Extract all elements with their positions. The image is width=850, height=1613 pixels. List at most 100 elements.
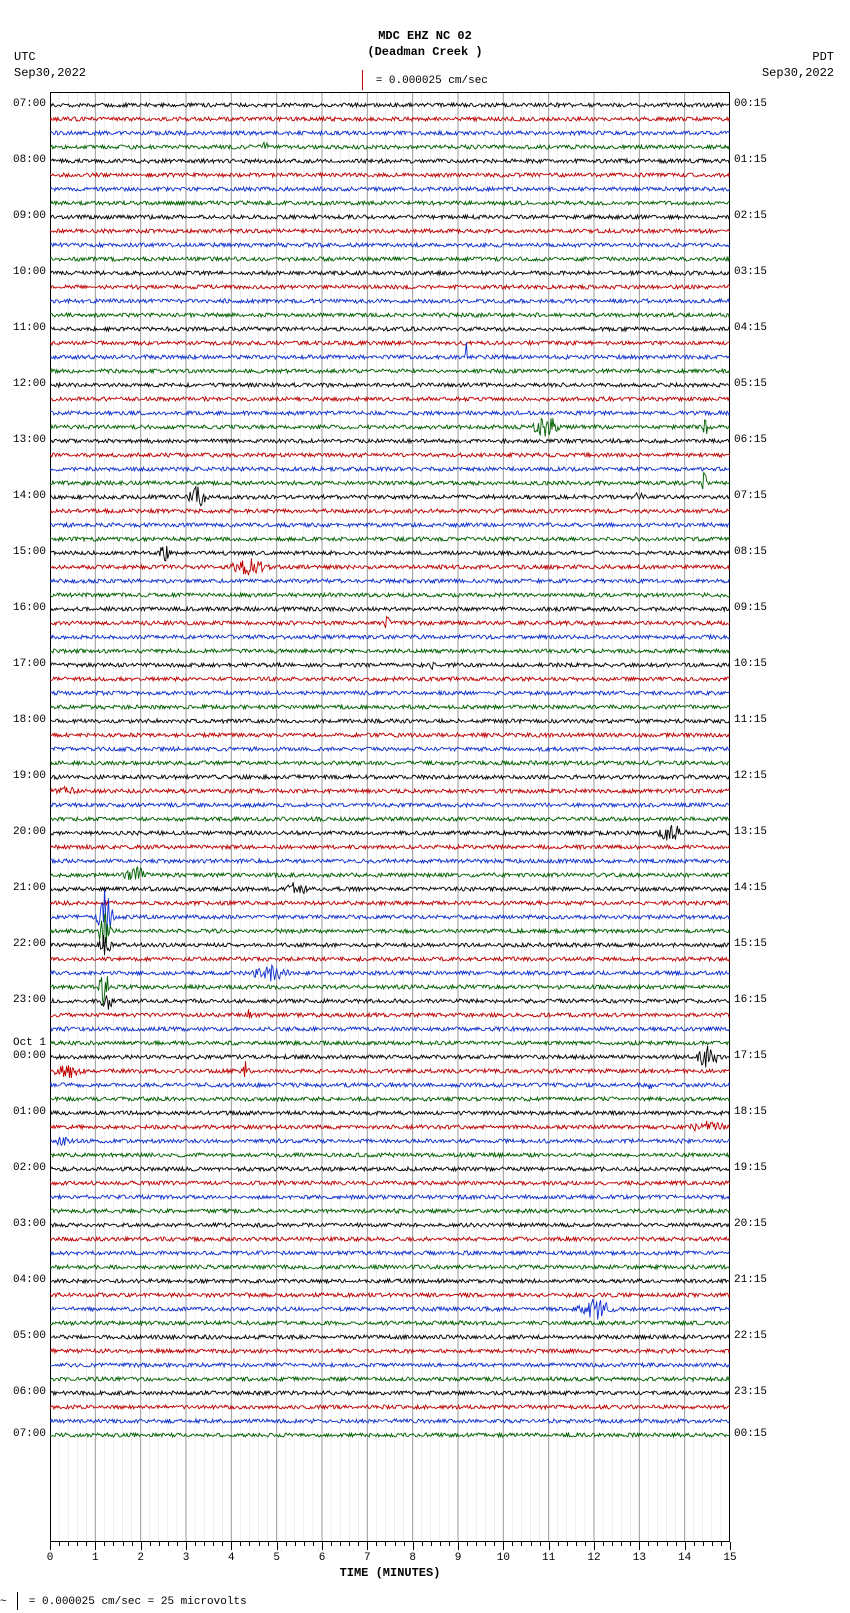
seismic-trace: [50, 635, 730, 639]
x-minor-tick: [612, 1542, 613, 1546]
seismic-trace: [50, 1321, 730, 1325]
utc-hour-label: 09:00: [2, 210, 46, 222]
x-minor-tick: [449, 1542, 450, 1546]
x-minor-tick: [621, 1542, 622, 1546]
scale-text: = 0.000025 cm/sec: [376, 75, 488, 87]
seismic-trace: [50, 341, 730, 345]
x-minor-tick: [667, 1542, 668, 1546]
seismic-trace: [50, 1405, 730, 1409]
seismic-trace: [50, 1209, 730, 1213]
x-minor-tick: [313, 1542, 314, 1546]
seismic-trace: [50, 845, 730, 849]
pdt-hour-label: 22:15: [734, 1330, 767, 1342]
x-minor-tick: [558, 1542, 559, 1546]
seismic-trace: [50, 1041, 730, 1045]
seismic-trace: [50, 1251, 730, 1255]
seismic-trace: [50, 747, 730, 751]
x-minor-tick: [694, 1542, 695, 1546]
seismic-trace: [50, 285, 730, 289]
x-minor-tick: [104, 1542, 105, 1546]
seismic-trace: [50, 1419, 730, 1423]
seismic-trace: [50, 995, 730, 1009]
seismic-trace: [50, 761, 730, 765]
seismic-trace: [50, 867, 730, 880]
pdt-hour-label: 13:15: [734, 826, 767, 838]
utc-hour-label: 23:00: [2, 994, 46, 1006]
seismic-trace: [50, 859, 730, 863]
x-tick: [367, 1542, 368, 1550]
pdt-hour-label: 20:15: [734, 1218, 767, 1230]
utc-hour-label: 21:00: [2, 882, 46, 894]
seismic-trace: [50, 901, 730, 905]
x-tick: [95, 1542, 96, 1550]
seismic-trace: [50, 142, 730, 149]
seismic-trace: [50, 299, 730, 303]
seismic-trace: [50, 617, 730, 628]
utc-hour-label: 02:00: [2, 1162, 46, 1174]
pdt-hour-label: 23:15: [734, 1386, 767, 1398]
x-minor-tick: [295, 1542, 296, 1546]
x-minor-tick: [213, 1542, 214, 1546]
pdt-hour-label: 09:15: [734, 602, 767, 614]
x-tick-label: 14: [678, 1552, 691, 1564]
x-tick: [594, 1542, 595, 1550]
seismic-trace: [50, 579, 730, 583]
pdt-hour-label: 10:15: [734, 658, 767, 670]
x-tick: [549, 1542, 550, 1550]
x-tick-label: 8: [409, 1552, 416, 1564]
seismic-trace: [50, 1363, 730, 1367]
utc-hour-label: 22:00: [2, 938, 46, 950]
x-minor-tick: [703, 1542, 704, 1546]
utc-hour-label: 16:00: [2, 602, 46, 614]
seismic-trace: [50, 1195, 730, 1199]
seismic-trace: [50, 1349, 730, 1353]
seismic-trace: [50, 1237, 730, 1241]
seismic-trace: [50, 411, 730, 415]
utc-hour-label: 20:00: [2, 826, 46, 838]
pdt-hour-label: 14:15: [734, 882, 767, 894]
utc-hour-label: 15:00: [2, 546, 46, 558]
pdt-hour-label: 04:15: [734, 322, 767, 334]
pdt-hour-label: 02:15: [734, 210, 767, 222]
utc-hour-label: 07:00: [2, 98, 46, 110]
seismic-trace: [50, 229, 730, 233]
page: UTC Sep30,2022 PDT Sep30,2022 MDC EHZ NC…: [0, 0, 850, 1613]
plot-svg: [50, 92, 730, 1542]
x-tick-label: 1: [92, 1552, 99, 1564]
x-minor-tick: [404, 1542, 405, 1546]
title-line2: (Deadman Creek ): [0, 44, 850, 60]
x-minor-tick: [77, 1542, 78, 1546]
seismic-trace: [50, 1046, 730, 1068]
x-minor-tick: [358, 1542, 359, 1546]
pdt-hour-label: 03:15: [734, 266, 767, 278]
x-minor-tick: [395, 1542, 396, 1546]
seismic-trace: [50, 705, 730, 709]
seismic-trace: [50, 1181, 730, 1185]
x-minor-tick: [331, 1542, 332, 1546]
scale-legend: = 0.000025 cm/sec: [0, 70, 850, 90]
x-minor-tick: [123, 1542, 124, 1546]
x-minor-tick: [467, 1542, 468, 1546]
x-minor-tick: [240, 1542, 241, 1546]
seismic-trace: [50, 509, 730, 513]
x-minor-tick: [512, 1542, 513, 1546]
utc-hour-label: 00:00: [2, 1050, 46, 1062]
pdt-hour-label: 11:15: [734, 714, 767, 726]
seismic-trace: [50, 882, 730, 893]
x-minor-tick: [349, 1542, 350, 1546]
x-tick-label: 2: [137, 1552, 144, 1564]
seismic-trace: [50, 649, 730, 653]
seismic-trace: [50, 201, 730, 205]
x-tick-label: 4: [228, 1552, 235, 1564]
seismic-trace: [50, 173, 730, 177]
seismic-trace: [50, 257, 730, 261]
x-tick: [277, 1542, 278, 1550]
x-tick: [730, 1542, 731, 1550]
x-tick: [50, 1542, 51, 1550]
utc-hour-label: 18:00: [2, 714, 46, 726]
x-tick: [503, 1542, 504, 1550]
seismic-trace: [50, 453, 730, 457]
x-minor-tick: [422, 1542, 423, 1546]
x-minor-tick: [576, 1542, 577, 1546]
pdt-hour-label: 21:15: [734, 1274, 767, 1286]
